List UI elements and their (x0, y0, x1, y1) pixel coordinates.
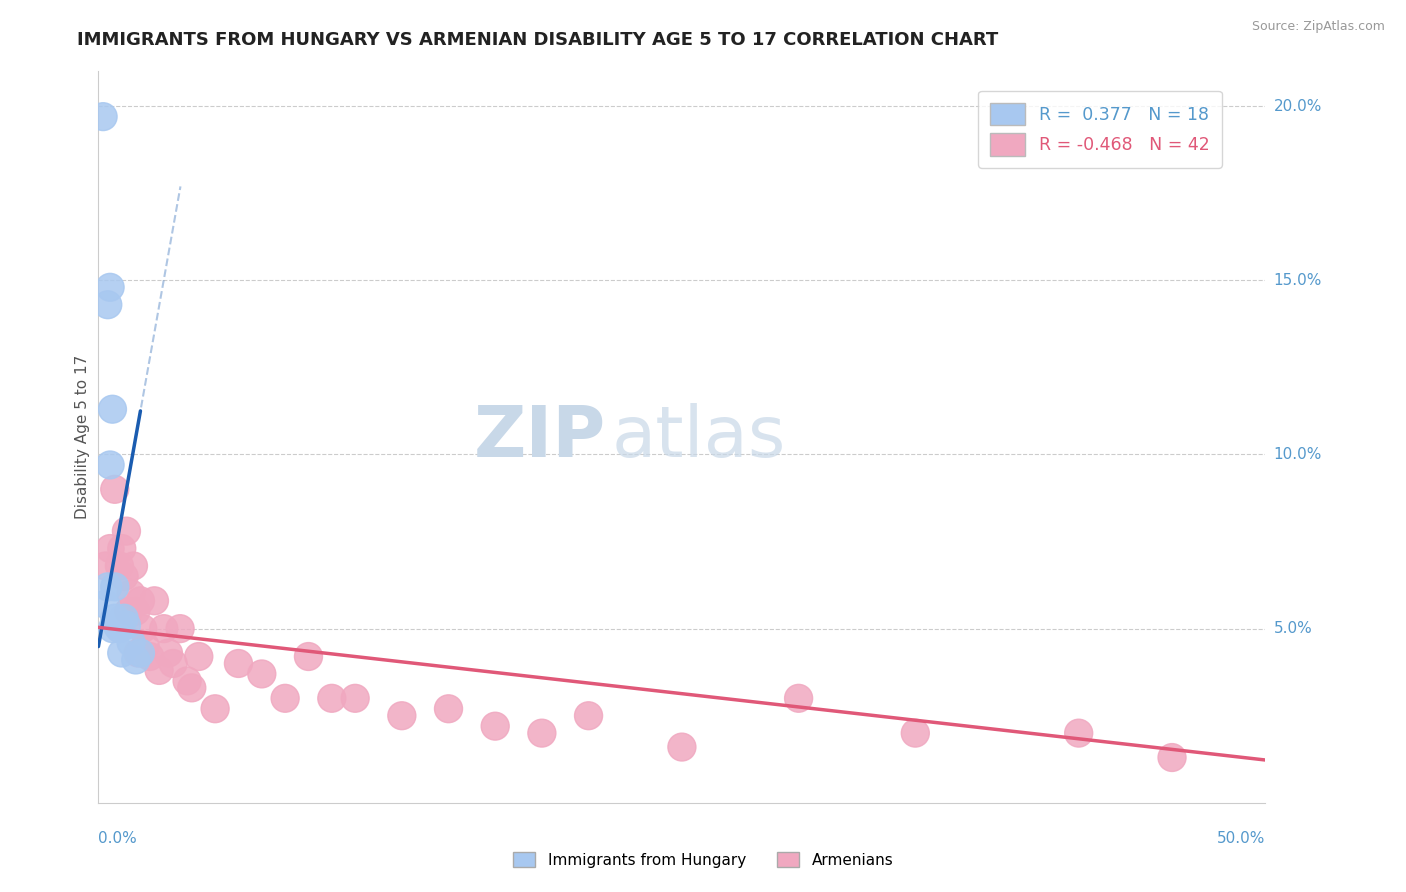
Text: 50.0%: 50.0% (1218, 830, 1265, 846)
Legend: R =  0.377   N = 18, R = -0.468   N = 42: R = 0.377 N = 18, R = -0.468 N = 42 (979, 91, 1222, 168)
Text: 20.0%: 20.0% (1274, 99, 1322, 113)
Text: Source: ZipAtlas.com: Source: ZipAtlas.com (1251, 20, 1385, 33)
Text: 0.0%: 0.0% (98, 830, 138, 846)
Text: atlas: atlas (612, 402, 786, 472)
Text: IMMIGRANTS FROM HUNGARY VS ARMENIAN DISABILITY AGE 5 TO 17 CORRELATION CHART: IMMIGRANTS FROM HUNGARY VS ARMENIAN DISA… (77, 31, 998, 49)
Text: 10.0%: 10.0% (1274, 447, 1322, 462)
Text: 5.0%: 5.0% (1274, 621, 1312, 636)
Text: ZIP: ZIP (474, 402, 606, 472)
Y-axis label: Disability Age 5 to 17: Disability Age 5 to 17 (75, 355, 90, 519)
Text: 15.0%: 15.0% (1274, 273, 1322, 288)
Legend: Immigrants from Hungary, Armenians: Immigrants from Hungary, Armenians (505, 844, 901, 875)
